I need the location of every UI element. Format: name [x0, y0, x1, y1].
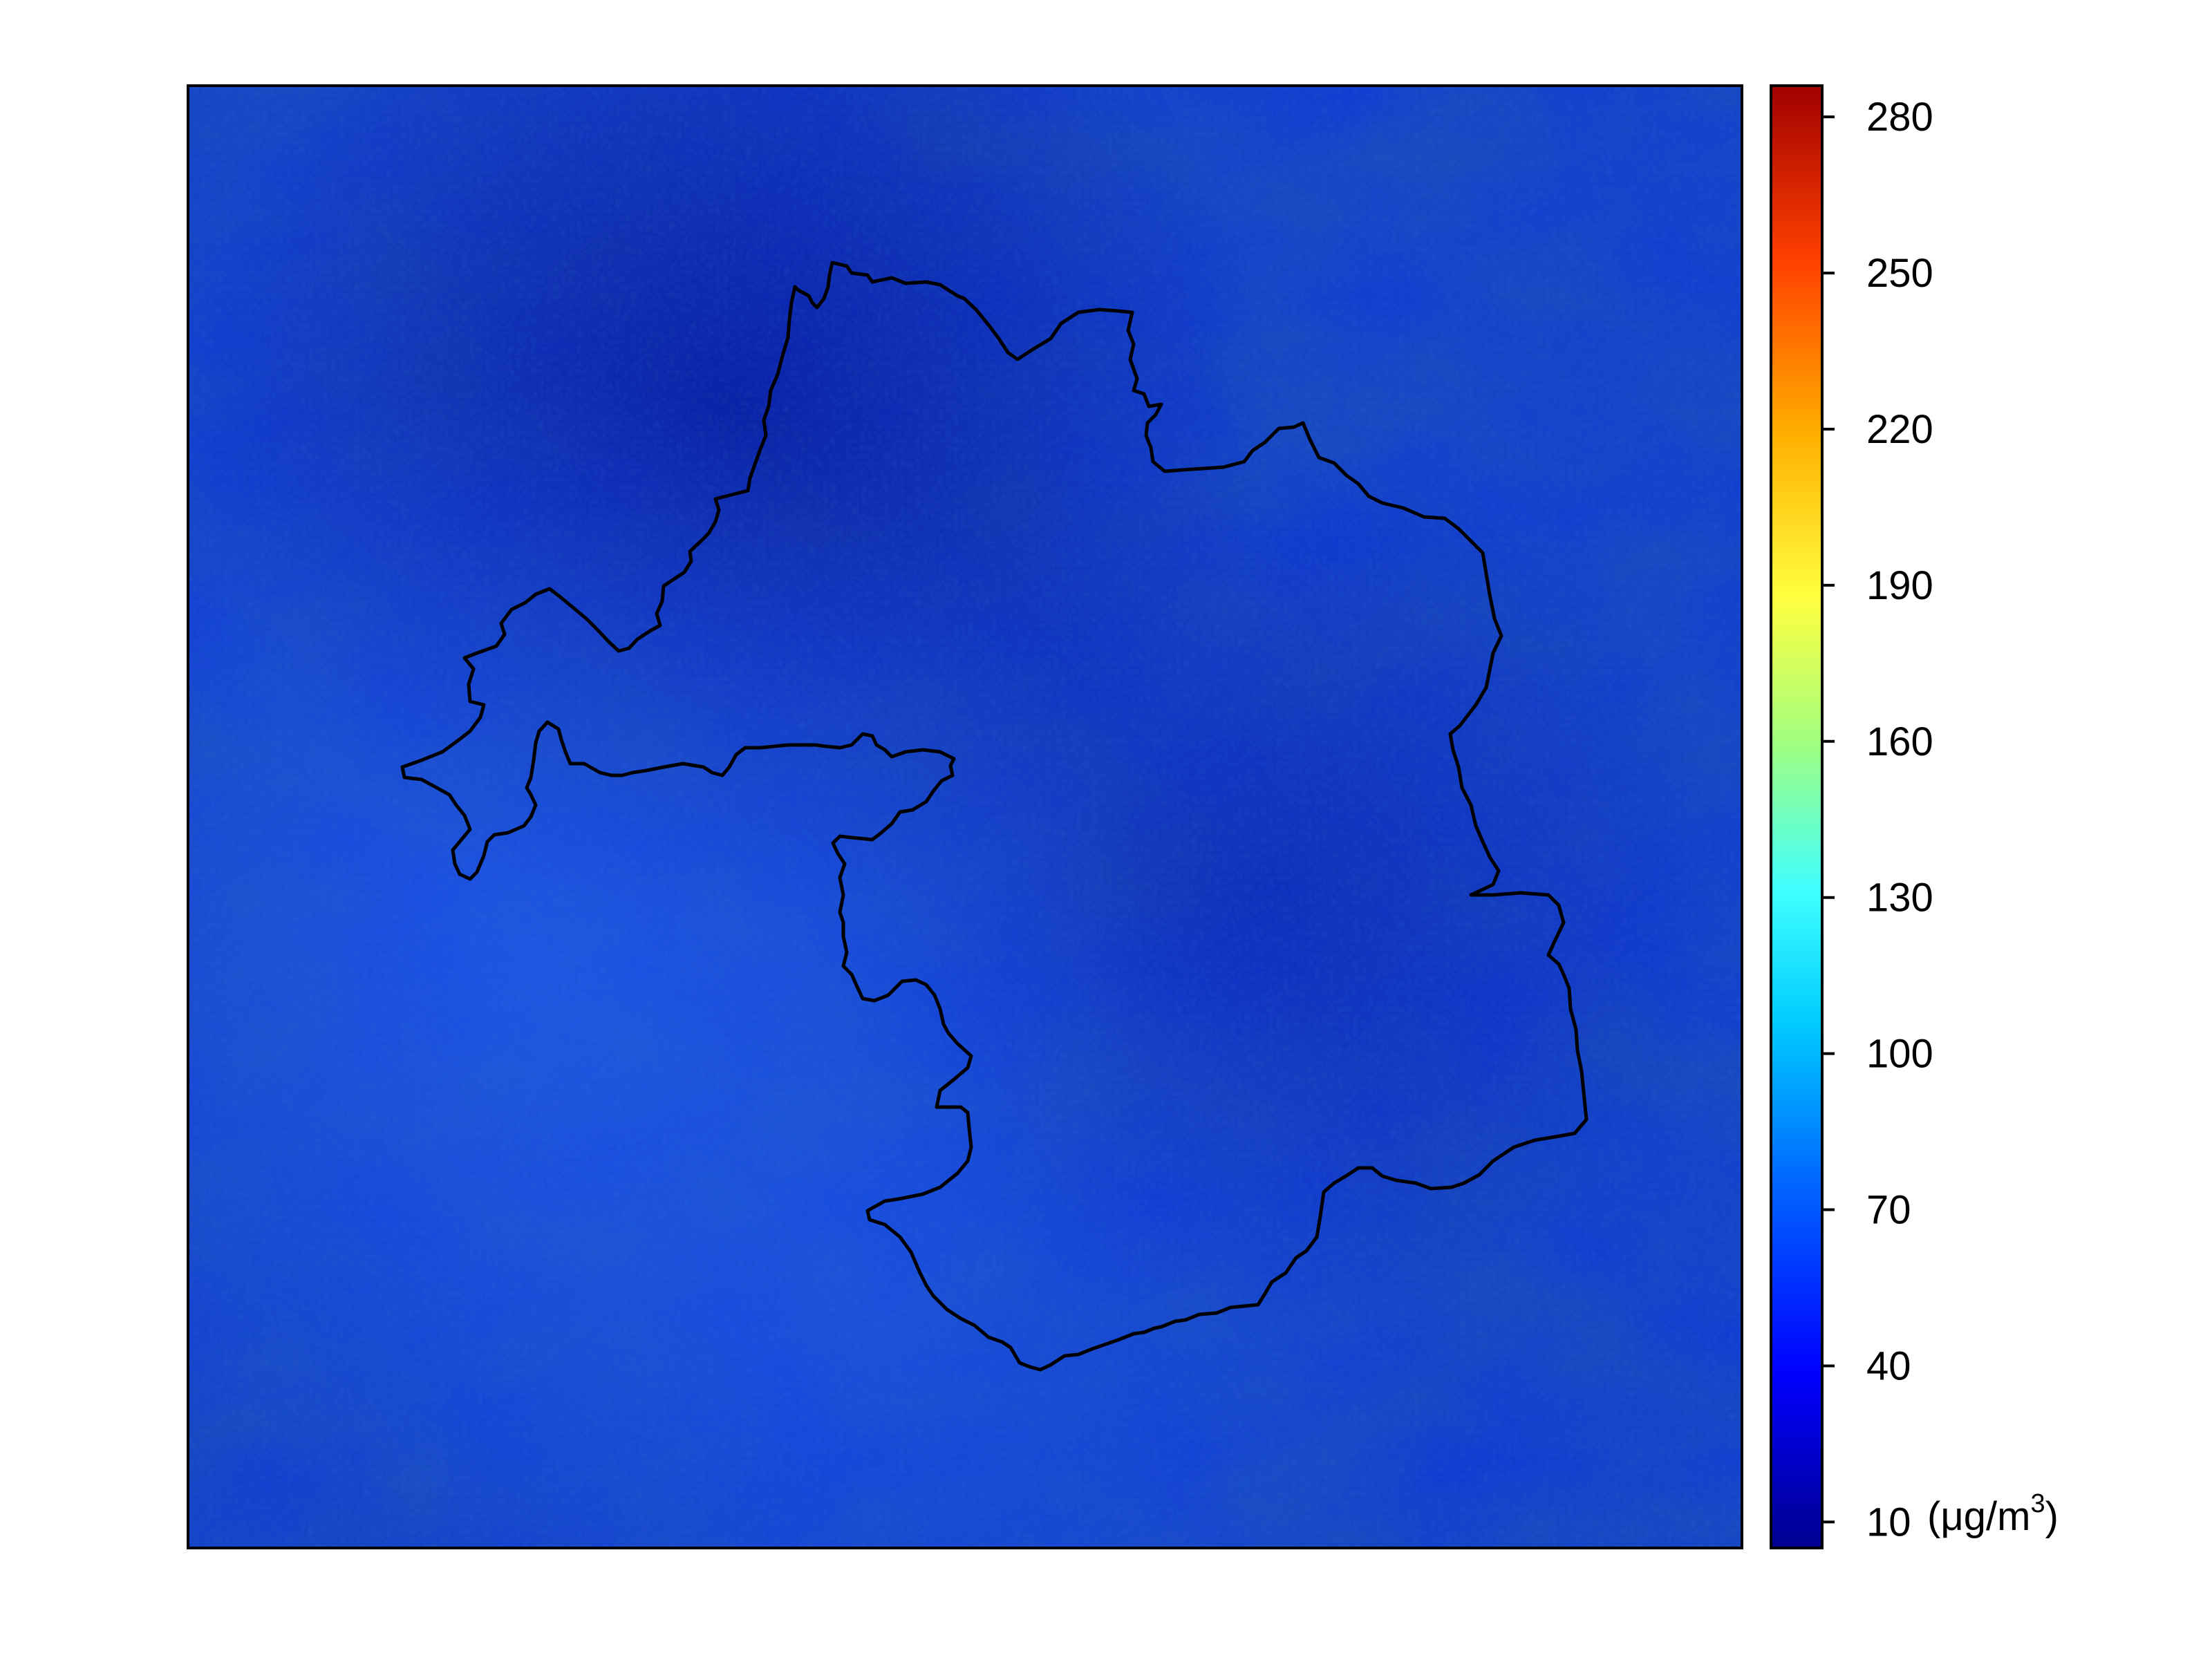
colorbar-tick-label: 130: [1866, 876, 1933, 920]
colorbar-tick-label: 250: [1866, 251, 1933, 296]
map-frame: [187, 84, 1743, 1549]
colorbar-unit-label: (μg/m3): [1927, 1489, 2059, 1539]
colorbar-tick-label: 10: [1866, 1500, 1911, 1545]
colorbar-tick-label: 280: [1866, 95, 1933, 140]
colorbar: 10 40 70 100 130 160 190 220 250 280 (μg/m3): [1770, 84, 2059, 1549]
colorbar-tick-label: 70: [1866, 1188, 1911, 1233]
colorbar-gradient: [1770, 84, 1824, 1549]
colorbar-tick-label: 220: [1866, 407, 1933, 452]
colorbar-tick-label: 40: [1866, 1343, 1911, 1388]
concentration-raster: [188, 86, 1742, 1548]
colorbar-tick-label: 160: [1866, 719, 1933, 764]
colorbar-tick-label: 190: [1866, 563, 1933, 608]
colorbar-tick-label: 100: [1866, 1032, 1933, 1077]
colorbar-ticks: 10 40 70 100 130 160 190 220 250 280: [1822, 95, 1933, 1545]
region-boundary: [400, 261, 1588, 1372]
